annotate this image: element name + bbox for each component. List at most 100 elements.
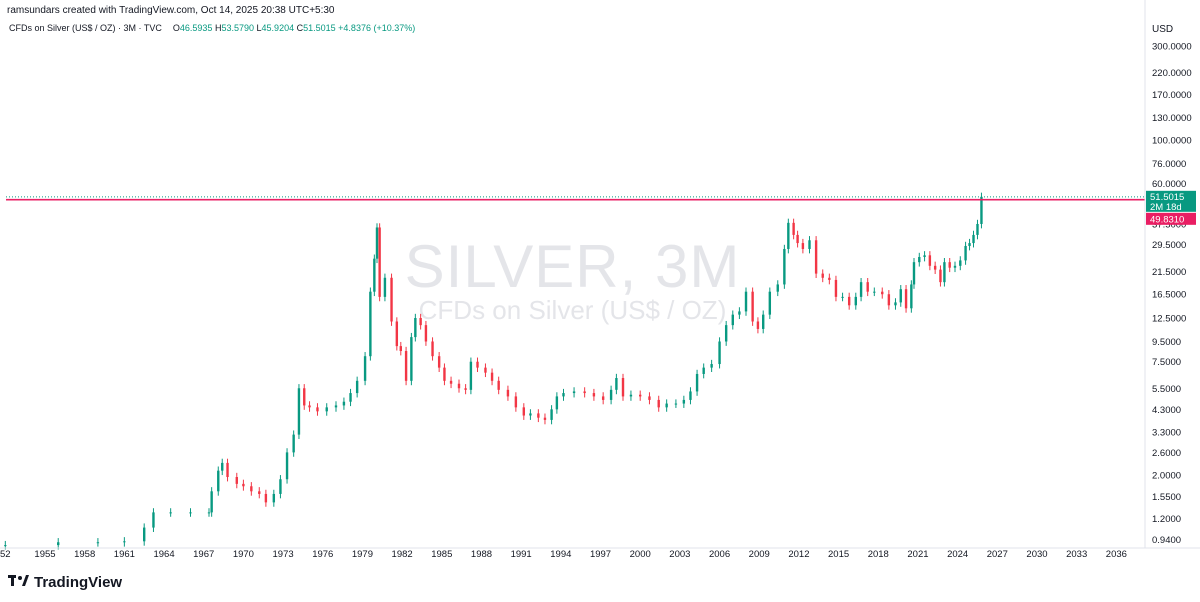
candle-body (443, 367, 446, 381)
candle-body (609, 389, 613, 400)
change-value: +4.8376 (+10.37%) (338, 23, 416, 33)
candle-body (702, 367, 705, 374)
candle-body (4, 545, 7, 547)
time-tick-label: 1991 (511, 549, 532, 560)
candle-body (710, 364, 713, 368)
price-tick-label: 9.5000 (1152, 337, 1181, 348)
candle-body (217, 470, 220, 492)
candle-body (695, 373, 699, 392)
time-tick-label: 2036 (1106, 549, 1127, 560)
candle-body (738, 311, 741, 315)
candle-body (57, 542, 60, 546)
candle-body (912, 262, 916, 285)
time-tick-label: 1976 (312, 549, 333, 560)
price-tick-label: 29.5000 (1152, 240, 1186, 251)
candle-body (143, 527, 146, 542)
tradingview-logo[interactable]: TradingView (8, 572, 122, 592)
time-tick-label: 1958 (74, 549, 95, 560)
candle-body (316, 407, 319, 412)
candle-body (349, 393, 352, 402)
candle-body (894, 302, 897, 306)
bar-countdown: 2M 18d (1150, 202, 1182, 213)
candle-body (674, 403, 678, 405)
time-tick-label: 2024 (947, 549, 968, 560)
time-tick-label: 1979 (352, 549, 373, 560)
candle-body (297, 388, 301, 435)
candle-body (866, 282, 869, 292)
candle-body (292, 434, 295, 453)
price-tick-label: 7.5000 (1152, 357, 1181, 368)
price-tick-label: 16.5000 (1152, 290, 1186, 301)
candle-body (490, 372, 494, 381)
currency-label[interactable]: USD (1152, 24, 1174, 35)
watermark-title: SILVER, 3M (404, 233, 741, 300)
candle-body (918, 256, 921, 263)
candle-body (615, 378, 618, 390)
symbol-name[interactable]: CFDs on Silver (US$ / OZ) · 3M · TVC (9, 23, 162, 33)
candle-body (665, 403, 668, 408)
candle-body (410, 337, 413, 381)
candle-body (629, 394, 633, 397)
overlay-layer (6, 196, 1145, 201)
level-price-tag (1146, 212, 1196, 225)
candle-body (972, 234, 975, 244)
candle-body (583, 391, 586, 394)
candle-body (834, 279, 838, 297)
time-tick-label: 1964 (153, 549, 174, 560)
candle-body (449, 380, 453, 384)
time-tick-label: 2015 (828, 549, 849, 560)
candle-body (724, 325, 728, 342)
close-value: 51.5015 (303, 23, 336, 33)
price-tick-label: 4.3000 (1152, 405, 1181, 416)
candle-body (756, 321, 760, 329)
candle-body (342, 401, 346, 406)
candle-body (235, 477, 238, 484)
candle-body (272, 493, 276, 503)
candle-body (555, 396, 559, 410)
candle-body (953, 265, 957, 268)
watermark-subtitle: CFDs on Silver (US$ / OZ) (418, 295, 727, 325)
candle-body (363, 356, 367, 381)
chart-credit: ramsundars created with TradingView.com,… (7, 5, 335, 16)
candle-body (928, 255, 932, 266)
candle-body (375, 227, 379, 259)
candle-body (484, 367, 487, 373)
candle-body (355, 380, 359, 394)
candle-body (390, 277, 393, 322)
candle-body (373, 258, 376, 292)
price-axis[interactable]: 300.0000 220.0000 170.0000 130.0000 100.0000… (0, 0, 1200, 549)
price-tick-label: 60.0000 (1152, 179, 1186, 190)
candle-body (476, 361, 479, 368)
candle-body (522, 407, 526, 416)
candle-body (943, 262, 946, 283)
candle-body (776, 284, 779, 292)
candle-body (399, 346, 402, 352)
candle-body (814, 240, 818, 274)
candle-body (828, 277, 831, 280)
candle-body (221, 462, 224, 471)
candle-body (873, 291, 876, 293)
candle-body (887, 294, 891, 306)
price-tick-label: 100.0000 (1152, 136, 1192, 147)
candle-body (964, 245, 967, 261)
candle-body (378, 227, 381, 297)
time-axis[interactable]: 52 1955 1958 1961 1964 1967 1970 1973 1976 1979 19… (0, 549, 1127, 560)
candle-body (731, 314, 734, 326)
candle-body (369, 291, 372, 357)
level-price-value: 49.8310 (1150, 214, 1184, 225)
price-tick-label: 300.0000 (1152, 42, 1192, 53)
candle-body (414, 318, 417, 338)
candle-body (431, 341, 434, 357)
candle-body (258, 491, 261, 494)
candle-body (537, 413, 540, 418)
time-tick-label: 1985 (431, 549, 452, 560)
candle-body (529, 413, 532, 416)
candle-body (657, 399, 660, 408)
candle-body (308, 405, 311, 408)
candle-body (682, 399, 686, 404)
price-tick-label: 220.0000 (1152, 68, 1192, 79)
price-tick-label: 76.0000 (1152, 159, 1186, 170)
candle-body (543, 417, 547, 420)
candle-body (210, 491, 213, 513)
